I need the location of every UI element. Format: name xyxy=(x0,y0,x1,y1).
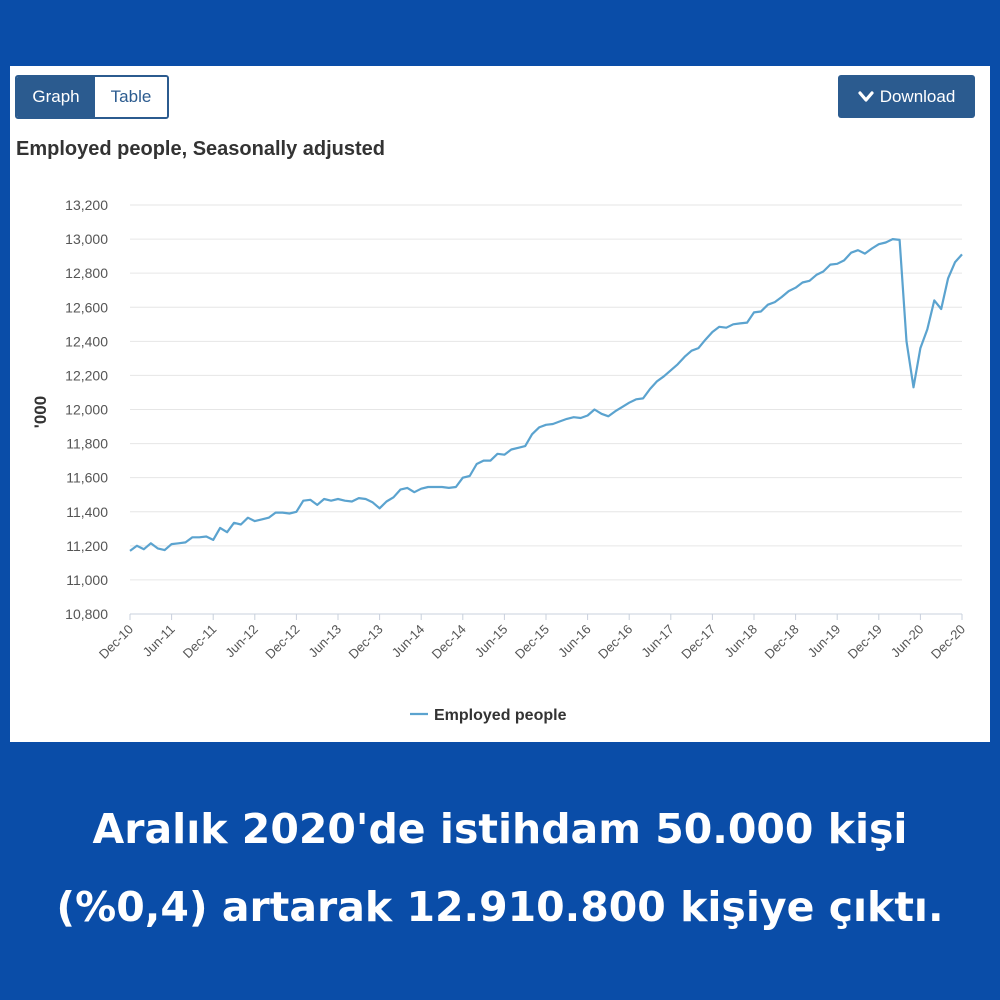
gridlines xyxy=(130,204,962,615)
y-tick-label: 11,800 xyxy=(66,436,108,452)
chart-card: Graph Table Download Employed people, Se… xyxy=(10,66,990,742)
y-tick-label: 12,400 xyxy=(65,333,108,349)
x-tick-label: Dec-19 xyxy=(845,622,885,662)
y-tick-label: 11,400 xyxy=(66,504,108,520)
chart-title: Employed people, Seasonally adjusted xyxy=(16,138,385,160)
x-tick-label: Jun-20 xyxy=(888,622,927,661)
y-tick-label: 12,200 xyxy=(65,367,108,383)
x-tick-label: Dec-10 xyxy=(96,622,136,662)
series-line-employed-people xyxy=(129,238,963,552)
legend[interactable]: Employed people xyxy=(410,707,567,724)
x-tick-label: Dec-20 xyxy=(928,622,968,662)
x-tick-label: Jun-14 xyxy=(389,622,428,661)
download-button[interactable]: Download xyxy=(838,75,975,118)
y-tick-label: 11,000 xyxy=(66,572,108,588)
y-tick-label: 11,200 xyxy=(66,538,108,554)
y-tick-label: 13,000 xyxy=(65,231,108,247)
view-toggle: Graph Table xyxy=(15,75,169,119)
x-tick-label: Dec-11 xyxy=(180,622,220,662)
chevron-down-icon xyxy=(858,90,874,102)
x-tick-label: Dec-12 xyxy=(262,622,302,662)
y-tick-label: 12,000 xyxy=(65,402,108,418)
x-tick-label: Dec-16 xyxy=(595,622,635,662)
x-tick-label: Dec-18 xyxy=(761,622,801,662)
graph-tab[interactable]: Graph xyxy=(17,77,95,117)
y-tick-label: 10,800 xyxy=(65,606,108,622)
x-tick-label: Dec-13 xyxy=(345,622,385,662)
table-tab[interactable]: Table xyxy=(95,77,167,117)
download-label: Download xyxy=(879,86,956,106)
x-tick-label: Jun-15 xyxy=(472,622,511,661)
y-axis-label: '000 xyxy=(31,396,50,428)
caption-line-1: Aralık 2020'de istihdam 50.000 kişi xyxy=(92,805,908,853)
x-tick-label: Jun-19 xyxy=(805,622,844,661)
y-axis-ticks: 10,800 11,000 11,200 11,400 11,600 11,800 12,0… xyxy=(65,197,108,622)
y-tick-label: 12,600 xyxy=(65,299,108,315)
series-layer xyxy=(129,238,963,552)
y-tick-label: 12,800 xyxy=(65,265,108,281)
caption-line-2: (%0,4) artarak 12.910.800 kişiye çıktı. xyxy=(56,883,944,931)
y-tick-label: 11,600 xyxy=(66,470,108,486)
caption: Aralık 2020'de istihdam 50.000 kişi (%0,… xyxy=(0,790,1000,946)
legend-label: Employed people xyxy=(434,707,567,724)
x-tick-label: Jun-18 xyxy=(721,622,760,661)
x-tick-label: Jun-11 xyxy=(140,622,178,660)
x-tick-label: Dec-17 xyxy=(678,622,718,662)
x-tick-label: Jun-13 xyxy=(305,622,344,661)
x-tick-label: Jun-16 xyxy=(555,622,594,661)
x-tick-label: Dec-14 xyxy=(429,622,469,662)
x-tick-label: Jun-17 xyxy=(638,622,677,661)
x-axis-ticks: Dec-10 Jun-11 Dec-11 Jun-12 Dec-12 Jun-13 Dec-… xyxy=(96,614,968,662)
line-chart: 10,800 11,000 11,200 11,400 11,600 11,800 12,0… xyxy=(31,197,968,724)
x-tick-label: Jun-12 xyxy=(222,622,261,661)
y-tick-label: 13,200 xyxy=(65,197,108,213)
x-tick-label: Dec-15 xyxy=(512,622,552,662)
